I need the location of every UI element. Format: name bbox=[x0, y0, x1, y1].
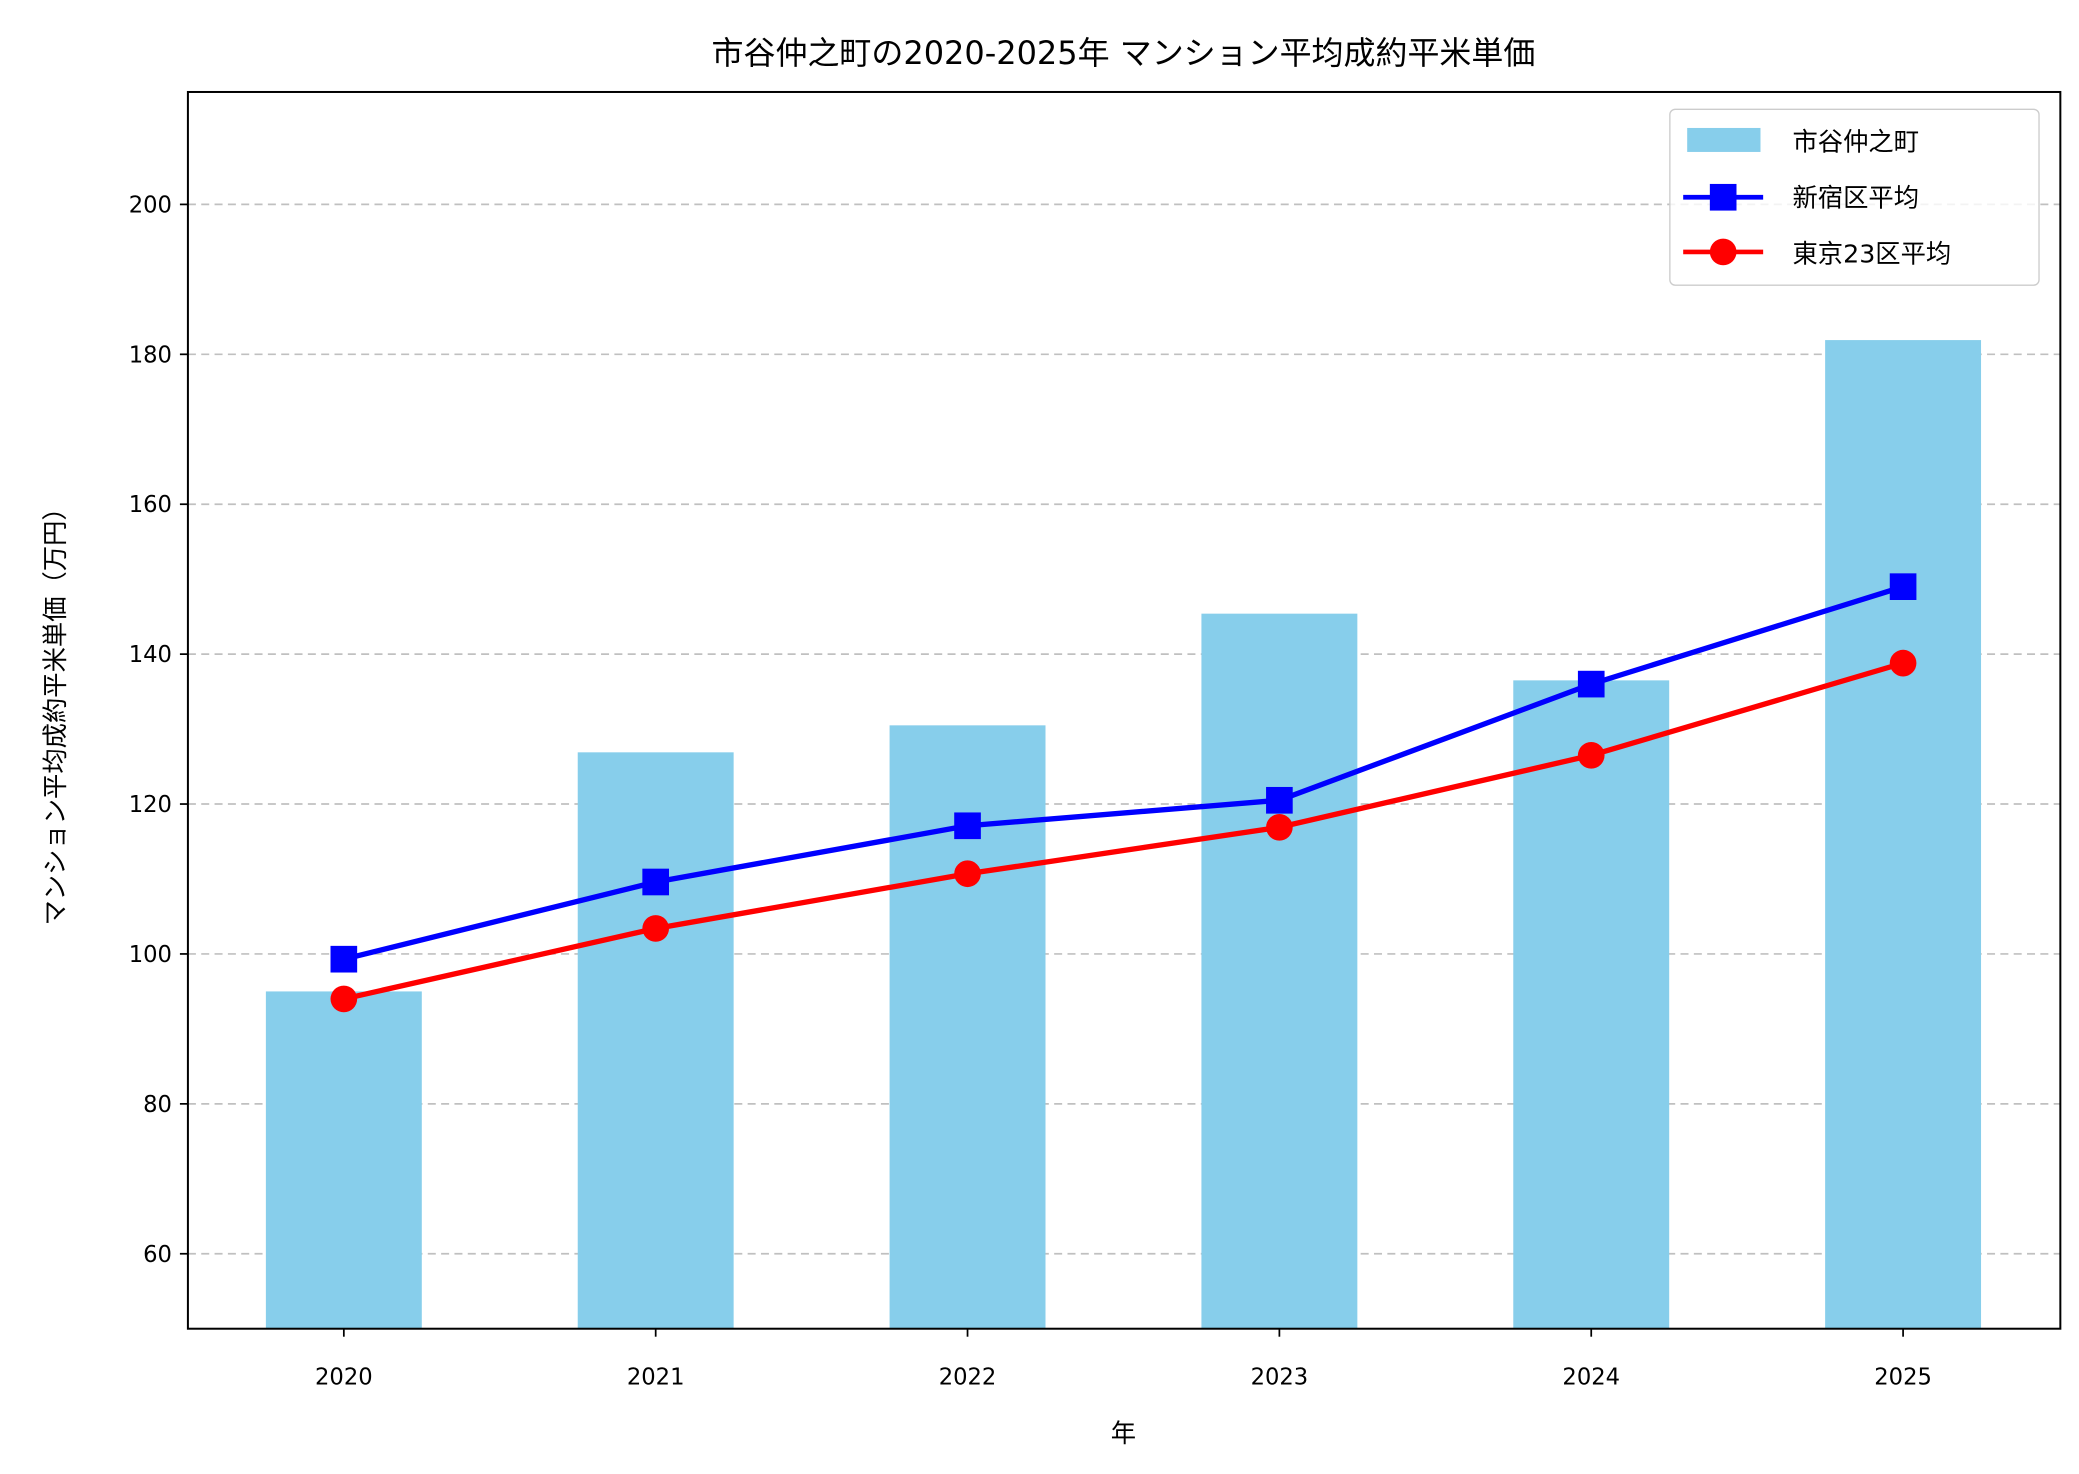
square-marker bbox=[1889, 573, 1917, 600]
circle-marker bbox=[1266, 813, 1293, 841]
legend-swatch-bar bbox=[1687, 127, 1761, 152]
y-axis-label: マンション平均成約平米単価（万円） bbox=[40, 495, 70, 925]
legend-label-1: 新宿区平均 bbox=[1792, 183, 1919, 213]
gridlines bbox=[187, 203, 2061, 1255]
series-line-2 bbox=[343, 660, 1904, 1002]
y-tick-label: 100 bbox=[129, 942, 172, 968]
lines bbox=[330, 573, 1917, 1013]
legend-marker-square bbox=[1709, 183, 1737, 211]
x-axis: 2020 2021 2022 2023 2024 2025 bbox=[315, 1328, 1932, 1391]
x-tick-label: 2022 bbox=[939, 1365, 997, 1391]
chart-title: 市谷仲之町の2020-2025年 マンション平均成約平米単価 bbox=[712, 34, 1536, 72]
bar-2025 bbox=[1825, 340, 1982, 1329]
y-axis: 60 80 100 120 140 160 180 200 bbox=[129, 192, 188, 1268]
y-tick-label: 180 bbox=[129, 342, 172, 368]
circle-marker bbox=[330, 985, 358, 1013]
square-marker bbox=[1577, 670, 1605, 698]
circle-marker bbox=[642, 915, 670, 942]
y-tick-label: 200 bbox=[129, 192, 172, 218]
x-tick-label: 2021 bbox=[627, 1365, 685, 1391]
y-tick-label: 80 bbox=[143, 1092, 172, 1118]
square-marker bbox=[954, 812, 981, 840]
legend-label-2: 東京23区平均 bbox=[1792, 239, 1951, 269]
y-tick-label: 120 bbox=[129, 792, 172, 818]
bars bbox=[265, 340, 1982, 1329]
bar-2023 bbox=[1201, 613, 1358, 1329]
x-tick-label: 2024 bbox=[1562, 1365, 1620, 1391]
x-tick-label: 2020 bbox=[315, 1365, 373, 1391]
plot-frame bbox=[186, 90, 2062, 1330]
square-marker bbox=[330, 945, 358, 973]
x-tick-label: 2023 bbox=[1251, 1365, 1309, 1391]
circle-marker bbox=[954, 860, 981, 888]
y-tick-label: 160 bbox=[129, 492, 172, 518]
bar-2024 bbox=[1513, 680, 1670, 1329]
legend-marker-circle bbox=[1709, 238, 1737, 266]
circle-marker bbox=[1889, 649, 1917, 677]
bar-2021 bbox=[577, 752, 734, 1329]
y-tick-label: 140 bbox=[129, 642, 172, 668]
square-marker bbox=[642, 868, 670, 896]
legend: 市谷仲之町 新宿区平均 東京23区平均 bbox=[1669, 108, 2040, 286]
legend-label-0: 市谷仲之町 bbox=[1792, 127, 1919, 157]
bar-2020 bbox=[265, 991, 422, 1329]
y-tick-label: 60 bbox=[143, 1242, 172, 1268]
circle-marker bbox=[1577, 741, 1605, 769]
square-marker bbox=[1266, 786, 1293, 814]
x-axis-label: 年 bbox=[1111, 1418, 1136, 1448]
x-tick-label: 2025 bbox=[1874, 1365, 1932, 1391]
series-line-1 bbox=[343, 584, 1904, 962]
